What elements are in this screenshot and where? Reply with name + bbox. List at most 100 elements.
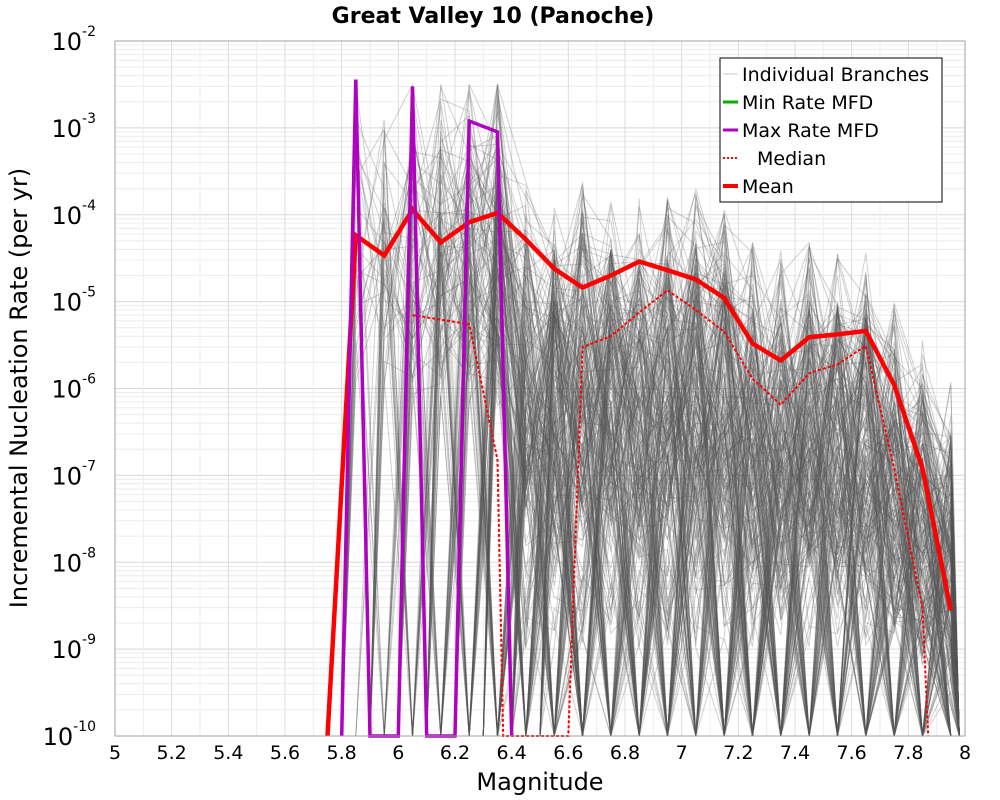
x-tick-label: 6.4	[497, 742, 527, 764]
branch-line	[482, 101, 960, 737]
y-tick-label: 10-5	[51, 285, 96, 317]
legend-label: Max Rate MFD	[742, 120, 879, 142]
branch-line	[341, 146, 960, 737]
branch-line	[369, 98, 960, 737]
branch-line	[369, 154, 960, 737]
branch-line	[454, 290, 960, 737]
x-tick-label: 7.8	[893, 742, 923, 764]
y-tick-label: 10-6	[51, 372, 96, 404]
branch-line	[398, 255, 960, 737]
branch-line	[341, 111, 960, 737]
branch-line	[426, 178, 960, 737]
legend: Individual Branches Min Rate MFD Max Rate …	[719, 57, 943, 203]
y-tick-label: 10-9	[51, 632, 96, 664]
branch-line	[369, 130, 960, 737]
branch-line	[454, 206, 960, 737]
branch-line	[454, 177, 960, 737]
branch-line	[511, 262, 960, 737]
branch-line	[454, 156, 960, 737]
branch-line	[539, 194, 960, 737]
branch-line	[369, 181, 960, 737]
branch-line	[426, 189, 960, 737]
y-tick-label: 10-3	[51, 111, 96, 143]
branch-line	[426, 114, 960, 737]
branch-line	[369, 93, 960, 737]
branch-line	[482, 251, 960, 737]
branch-line	[341, 171, 960, 737]
x-tick-label: 7	[676, 742, 688, 764]
branch-line	[397, 149, 960, 737]
branch-line	[482, 84, 960, 737]
branch-line	[539, 265, 960, 737]
branch-line	[511, 215, 960, 737]
branch-line	[454, 170, 960, 737]
branch-line	[341, 268, 960, 737]
branch-line	[511, 249, 960, 737]
x-tick-label: 7.2	[723, 742, 753, 764]
branch-line	[483, 254, 960, 737]
branch-line	[426, 255, 960, 737]
branch-line	[483, 188, 960, 737]
branch-line	[511, 244, 960, 737]
branch-line	[511, 243, 960, 737]
y-tick-labels: 10-10 10-9 10-8 10-7 10-6 10-5 10-4 10-3 10-2	[43, 24, 97, 751]
branch-line	[397, 98, 960, 737]
x-tick-label: 7.6	[837, 742, 867, 764]
branch-line	[540, 250, 960, 737]
branch-line	[511, 308, 960, 737]
branch-line	[397, 84, 960, 737]
branch-line	[454, 223, 960, 737]
branch-line	[341, 134, 960, 737]
branch-line	[397, 152, 960, 737]
branch-line	[539, 272, 960, 737]
branch-line	[369, 84, 960, 737]
branch-line	[511, 287, 960, 737]
branch-line	[398, 131, 960, 737]
x-tick-label: 5	[109, 742, 121, 764]
branch-line	[341, 84, 960, 737]
branch-line	[369, 204, 960, 737]
branch-line	[397, 143, 960, 737]
branch-line	[341, 155, 960, 737]
y-tick-label: 10-4	[51, 198, 96, 230]
branch-line	[341, 184, 960, 737]
branch-line	[482, 184, 960, 737]
grid	[114, 41, 966, 737]
branch-line	[370, 205, 960, 737]
legend-label: Min Rate MFD	[742, 92, 873, 114]
x-tick-label: 5.2	[157, 742, 187, 764]
branch-line	[426, 162, 960, 737]
branch-line	[397, 210, 960, 737]
series-max-rate-mfd	[339, 79, 514, 738]
branch-line	[369, 157, 960, 737]
branch-line	[539, 262, 960, 737]
branch-line	[511, 279, 960, 737]
branch-line	[397, 236, 960, 737]
branch-line	[511, 272, 960, 737]
branch-line	[341, 202, 960, 737]
branch-line	[341, 245, 960, 737]
branch-line	[426, 260, 960, 737]
branch-line	[482, 299, 960, 737]
branch-line	[454, 157, 960, 738]
branch-line	[454, 209, 960, 737]
branch-line	[426, 289, 960, 737]
branch-line	[397, 162, 960, 737]
branch-line	[426, 208, 960, 737]
legend-box	[719, 57, 943, 203]
branch-line	[341, 193, 960, 737]
branch-line	[483, 285, 960, 737]
branch-line	[369, 159, 960, 737]
y-tick-label: 10-10	[43, 719, 96, 751]
branch-line	[511, 231, 960, 737]
branch-line	[511, 303, 960, 737]
branch-line	[455, 228, 960, 737]
x-tick-label: 8	[959, 742, 971, 764]
branch-line	[511, 269, 960, 737]
branch-line	[454, 240, 960, 737]
branch-line	[455, 308, 960, 737]
branch-line	[341, 142, 960, 737]
branch-line	[511, 276, 960, 737]
branch-line	[511, 320, 960, 737]
branch-line	[397, 211, 960, 737]
